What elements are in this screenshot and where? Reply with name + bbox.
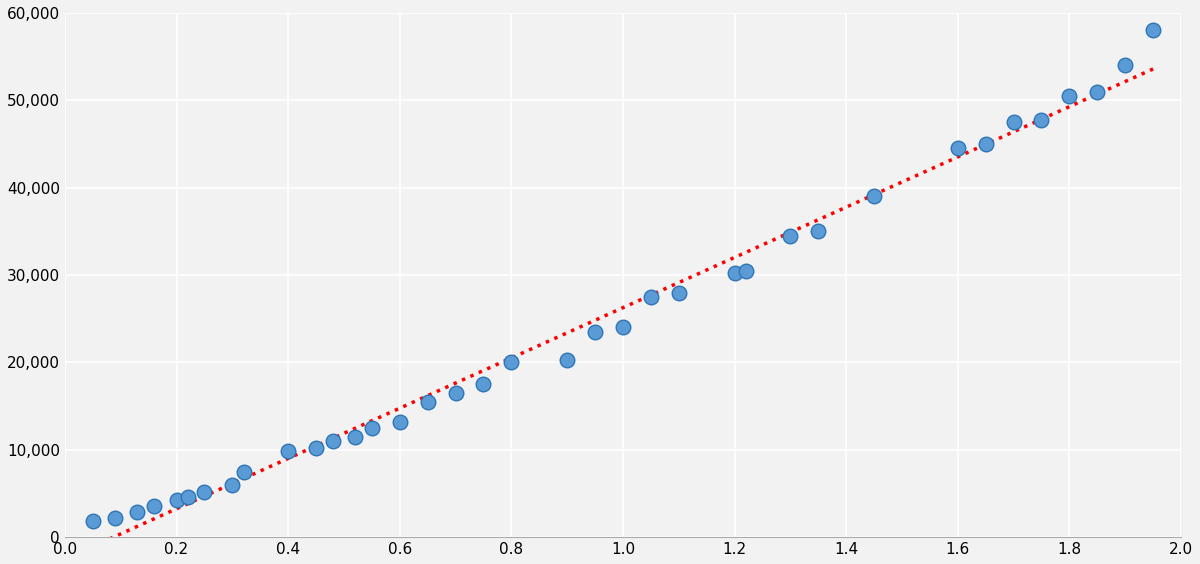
Point	[725, 269, 744, 278]
Point	[1004, 118, 1024, 127]
Point	[145, 501, 164, 510]
Point	[1116, 61, 1135, 70]
Point	[178, 492, 197, 501]
Point	[1060, 91, 1079, 100]
Point	[234, 467, 253, 476]
Point	[128, 508, 148, 517]
Point	[418, 397, 437, 406]
Point	[167, 496, 186, 505]
Point	[1032, 115, 1051, 124]
Point	[586, 327, 605, 336]
Point	[948, 144, 967, 153]
Point	[306, 443, 325, 452]
Point	[976, 139, 995, 148]
Point	[641, 292, 660, 301]
Point	[194, 487, 214, 496]
Point	[278, 446, 298, 455]
Point	[223, 481, 242, 490]
Point	[1144, 26, 1163, 35]
Point	[323, 437, 342, 446]
Point	[864, 192, 883, 201]
Point	[809, 227, 828, 236]
Point	[362, 424, 382, 433]
Point	[670, 288, 689, 297]
Point	[474, 380, 493, 389]
Point	[346, 432, 365, 441]
Point	[613, 323, 632, 332]
Point	[106, 513, 125, 522]
Point	[502, 358, 521, 367]
Point	[1087, 87, 1106, 96]
Point	[736, 266, 755, 275]
Point	[558, 355, 577, 364]
Point	[446, 389, 466, 398]
Point	[781, 231, 800, 240]
Point	[390, 417, 409, 426]
Point	[83, 517, 102, 526]
